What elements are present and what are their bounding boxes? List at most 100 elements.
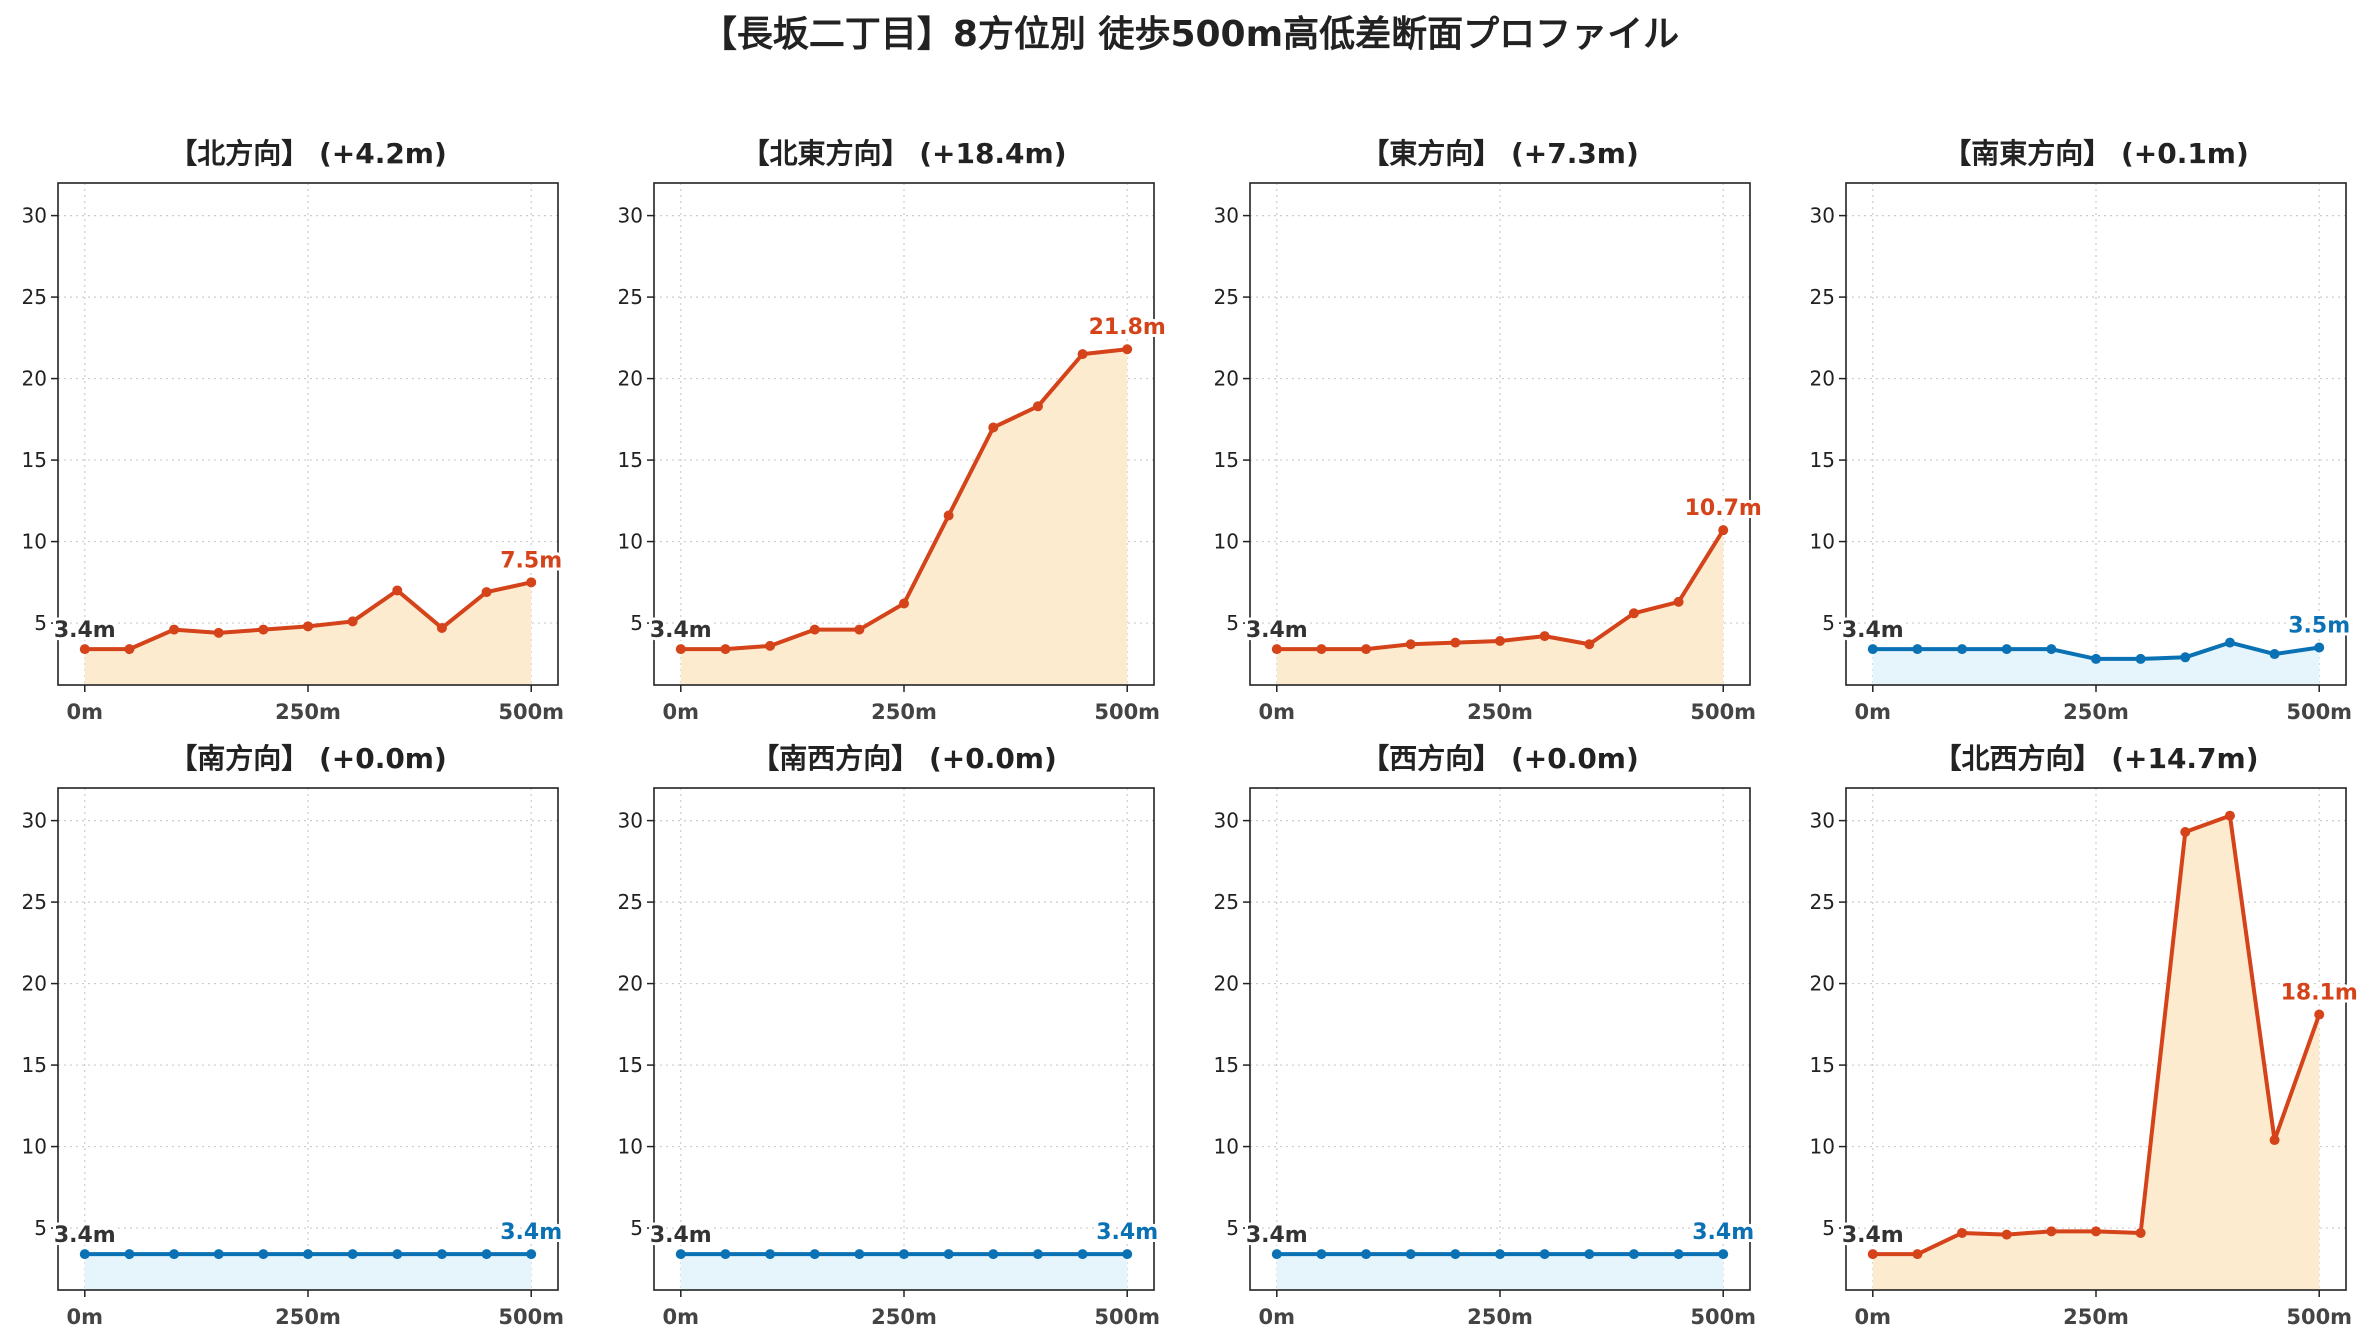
x-tick-label: 250m (871, 700, 937, 724)
y-tick-label: 10 (22, 530, 47, 554)
data-point (1361, 1249, 1372, 1260)
data-point (526, 577, 537, 588)
data-point (1867, 1249, 1878, 1260)
end-label: 7.5m (500, 548, 562, 573)
x-tick-label: 250m (275, 700, 341, 724)
y-tick-label: 15 (22, 448, 47, 472)
x-tick-label: 0m (663, 700, 700, 724)
data-point (2180, 652, 2191, 663)
data-point (899, 1249, 909, 1260)
data-point (1628, 608, 1639, 619)
data-point (258, 1249, 269, 1260)
data-point (943, 1249, 954, 1260)
start-label: 3.4m (1246, 618, 1308, 643)
start-label: 3.4m (1246, 1223, 1308, 1248)
y-tick-label: 20 (1810, 972, 1835, 996)
y-tick-label: 10 (618, 530, 643, 554)
data-point (2046, 644, 2057, 655)
x-tick-label: 500m (498, 1305, 564, 1329)
data-point (2046, 1226, 2057, 1237)
data-point (1495, 635, 1505, 646)
data-point (1718, 1249, 1729, 1260)
data-point (2224, 810, 2235, 821)
panel-3: 【南東方向】 (+0.1m) 5 10 15 20 25 30 0m 250m 500m 3.4m 3… (1810, 137, 2354, 724)
data-point (2135, 653, 2146, 664)
data-point (809, 1249, 820, 1260)
panel-6: 【西方向】 (+0.0m) 5 10 15 20 25 30 0m 250m 500m 3.4m 3.… (1214, 742, 1758, 1329)
data-point (2269, 649, 2280, 660)
data-point (1405, 639, 1416, 650)
data-point (436, 1249, 447, 1260)
panel-4: 【南方向】 (+0.0m) 5 10 15 20 25 30 0m 250m 500m 3.4m 3.… (22, 742, 566, 1329)
data-point (1316, 1249, 1327, 1260)
data-point (303, 1249, 313, 1260)
data-point (2135, 1227, 2146, 1238)
y-tick-label: 20 (618, 367, 643, 391)
panel-1: 【北東方向】 (+18.4m) 5 10 15 20 25 30 0m 250m 500m 3.4m… (618, 137, 1169, 724)
y-tick-label: 15 (1214, 1053, 1239, 1077)
data-point (1405, 1249, 1416, 1260)
x-tick-label: 250m (871, 1305, 937, 1329)
end-label: 3.5m (2288, 614, 2350, 639)
x-tick-label: 250m (1467, 700, 1533, 724)
y-tick-label: 20 (1214, 972, 1239, 996)
data-point (1032, 1249, 1043, 1260)
x-tick-label: 0m (1259, 1305, 1296, 1329)
start-label: 3.4m (54, 1223, 116, 1248)
end-label: 3.4m (1692, 1220, 1754, 1245)
panel-title: 【東方向】 (+7.3m) (1361, 137, 1639, 170)
y-tick-label: 25 (618, 285, 643, 309)
data-point (481, 587, 492, 598)
y-tick-label: 30 (1810, 809, 1835, 833)
panel-title: 【南東方向】 (+0.1m) (1943, 137, 2249, 170)
y-tick-label: 15 (1810, 448, 1835, 472)
data-point (1361, 644, 1372, 655)
y-tick-label: 5 (1226, 1216, 1239, 1240)
figure-title: 【長坂二丁目】8方位別 徒歩500m高低差断面プロファイル (701, 14, 1679, 55)
x-tick-label: 250m (1467, 1305, 1533, 1329)
y-tick-label: 25 (1214, 890, 1239, 914)
end-label: 3.4m (1096, 1220, 1158, 1245)
area-fill (1276, 530, 1724, 685)
area-fill (84, 582, 532, 685)
data-point (720, 644, 731, 655)
y-tick-label: 15 (618, 448, 643, 472)
y-tick-label: 5 (1226, 611, 1239, 635)
y-tick-label: 5 (630, 611, 643, 635)
panel-title: 【北東方向】 (+18.4m) (741, 137, 1066, 170)
area-fill (680, 349, 1128, 685)
y-tick-label: 25 (1810, 890, 1835, 914)
data-point (1316, 644, 1327, 655)
data-point (1584, 1249, 1595, 1260)
start-label: 3.4m (1842, 1223, 1904, 1248)
data-point (436, 622, 447, 633)
data-point (1271, 1249, 1282, 1260)
data-point (1495, 1249, 1505, 1260)
area-fill (1872, 815, 2320, 1290)
y-tick-label: 5 (1822, 611, 1835, 635)
data-point (169, 624, 180, 635)
y-tick-label: 15 (618, 1053, 643, 1077)
area-fill (680, 1254, 1128, 1290)
y-tick-label: 20 (22, 972, 47, 996)
y-tick-label: 15 (22, 1053, 47, 1077)
data-point (988, 1249, 999, 1260)
x-tick-label: 0m (67, 1305, 104, 1329)
x-tick-label: 0m (1855, 1305, 1892, 1329)
y-tick-label: 25 (1810, 285, 1835, 309)
y-tick-label: 30 (618, 204, 643, 228)
x-tick-label: 500m (1094, 1305, 1160, 1329)
y-tick-label: 30 (1214, 204, 1239, 228)
y-tick-label: 10 (1214, 530, 1239, 554)
y-tick-label: 15 (1810, 1053, 1835, 1077)
panel-title: 【南西方向】 (+0.0m) (751, 742, 1057, 775)
y-tick-label: 25 (1214, 285, 1239, 309)
area-fill (84, 1254, 532, 1290)
start-label: 3.4m (1842, 618, 1904, 643)
data-point (526, 1249, 537, 1260)
start-label: 3.4m (650, 1223, 712, 1248)
x-tick-label: 500m (2286, 700, 2352, 724)
data-point (347, 1249, 358, 1260)
data-point (1912, 644, 1923, 655)
